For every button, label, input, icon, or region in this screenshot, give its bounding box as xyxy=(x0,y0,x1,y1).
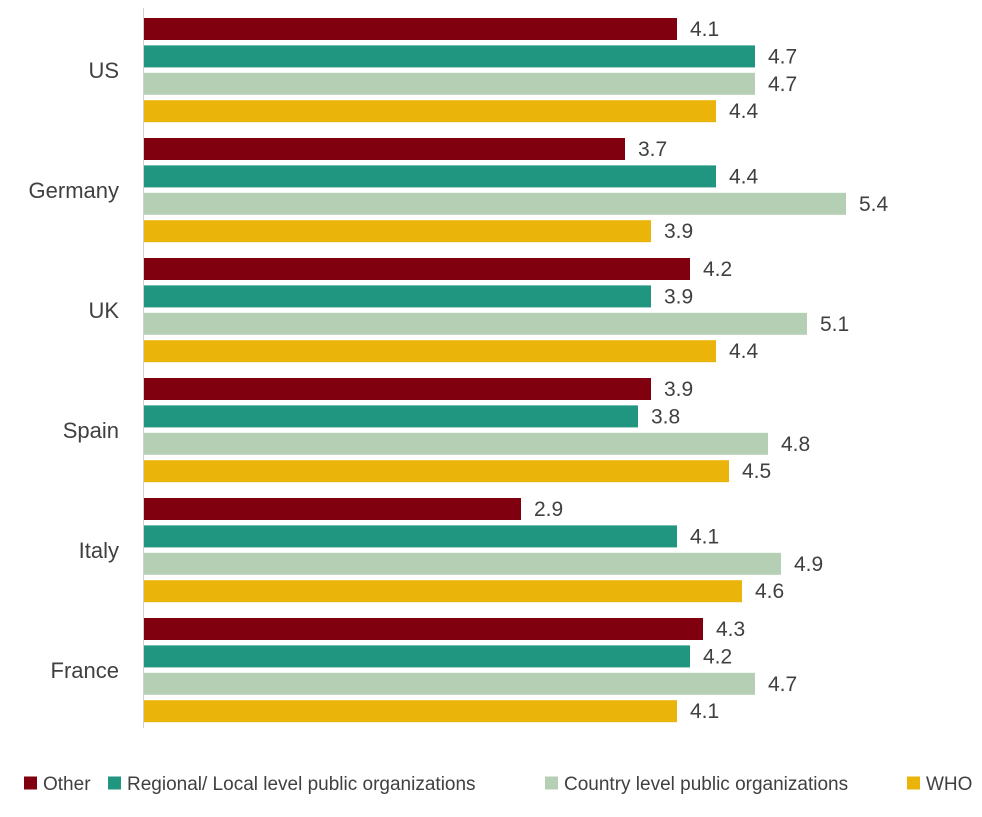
bars-group xyxy=(144,18,846,723)
bar-uk-regional-local-level-public-organizations xyxy=(144,285,651,308)
bar-us-country-level-public-organizations xyxy=(144,72,755,95)
data-label-uk-country-level-public-organizations: 5.1 xyxy=(820,313,849,336)
data-label-france-who: 4.1 xyxy=(690,700,719,723)
data-label-spain-country-level-public-organizations: 4.8 xyxy=(781,433,810,456)
category-label-germany: Germany xyxy=(29,178,119,203)
bar-italy-other xyxy=(144,498,521,520)
bar-germany-other xyxy=(144,138,625,160)
bar-spain-who xyxy=(144,460,729,483)
legend-swatch-who xyxy=(907,776,920,790)
data-label-uk-who: 4.4 xyxy=(729,340,759,363)
data-label-us-other: 4.1 xyxy=(690,18,719,41)
labels-group: US 4.1 4.7 4.7 4.4 Germany 3.7 4.4 5.4 3.9 UK 4.2 3.… xyxy=(29,18,889,723)
legend: Other Regional/ Local level public organi… xyxy=(24,774,972,795)
data-label-us-country-level-public-organizations: 4.7 xyxy=(768,73,797,96)
data-label-italy-country-level-public-organizations: 4.9 xyxy=(794,553,823,576)
data-label-germany-other: 3.7 xyxy=(638,138,667,161)
legend-label-who: WHO xyxy=(926,774,972,795)
bar-germany-country-level-public-organizations xyxy=(144,192,846,215)
bar-france-country-level-public-organizations xyxy=(144,672,755,695)
category-label-us: US xyxy=(88,58,119,83)
data-label-spain-regional-local-level-public-organizations: 3.8 xyxy=(651,405,680,428)
legend-label-other: Other xyxy=(43,774,91,795)
bar-italy-country-level-public-organizations xyxy=(144,552,781,575)
bar-germany-regional-local-level-public-organizations xyxy=(144,165,716,188)
bar-spain-regional-local-level-public-organizations xyxy=(144,405,638,428)
data-label-germany-country-level-public-organizations: 5.4 xyxy=(859,193,889,216)
bar-france-regional-local-level-public-organizations xyxy=(144,645,690,668)
category-label-uk: UK xyxy=(88,298,119,323)
legend-label-country-level-public-organizations: Country level public organizations xyxy=(564,774,848,795)
legend-label-regional-local-level-public-organizations: Regional/ Local level public organizatio… xyxy=(127,774,476,795)
data-label-germany-regional-local-level-public-organizations: 4.4 xyxy=(729,165,759,188)
data-label-uk-other: 4.2 xyxy=(703,258,732,281)
data-label-us-who: 4.4 xyxy=(729,100,759,123)
bar-italy-who xyxy=(144,580,742,603)
legend-swatch-regional-local-level-public-organizations xyxy=(108,776,121,790)
data-label-germany-who: 3.9 xyxy=(664,220,693,243)
data-label-spain-other: 3.9 xyxy=(664,378,693,401)
bar-germany-who xyxy=(144,220,651,243)
bar-uk-other xyxy=(144,258,690,280)
data-label-italy-regional-local-level-public-organizations: 4.1 xyxy=(690,525,719,548)
bar-italy-regional-local-level-public-organizations xyxy=(144,525,677,548)
data-label-italy-other: 2.9 xyxy=(534,498,563,521)
bar-france-who xyxy=(144,700,677,723)
bar-france-other xyxy=(144,618,703,640)
bar-spain-country-level-public-organizations xyxy=(144,432,768,455)
data-label-us-regional-local-level-public-organizations: 4.7 xyxy=(768,45,797,68)
bar-us-who xyxy=(144,100,716,123)
bar-us-regional-local-level-public-organizations xyxy=(144,45,755,68)
legend-swatch-country-level-public-organizations xyxy=(545,776,558,790)
data-label-france-regional-local-level-public-organizations: 4.2 xyxy=(703,645,732,668)
data-label-spain-who: 4.5 xyxy=(742,460,771,483)
data-label-italy-who: 4.6 xyxy=(755,580,784,603)
category-label-italy: Italy xyxy=(79,538,119,563)
bar-us-other xyxy=(144,18,677,40)
legend-swatch-other xyxy=(24,776,37,790)
bar-uk-country-level-public-organizations xyxy=(144,312,807,335)
category-label-spain: Spain xyxy=(63,418,119,443)
bar-uk-who xyxy=(144,340,716,363)
data-label-uk-regional-local-level-public-organizations: 3.9 xyxy=(664,285,693,308)
data-label-france-country-level-public-organizations: 4.7 xyxy=(768,673,797,696)
category-label-france: France xyxy=(51,658,119,683)
bar-spain-other xyxy=(144,378,651,400)
data-label-france-other: 4.3 xyxy=(716,618,745,641)
